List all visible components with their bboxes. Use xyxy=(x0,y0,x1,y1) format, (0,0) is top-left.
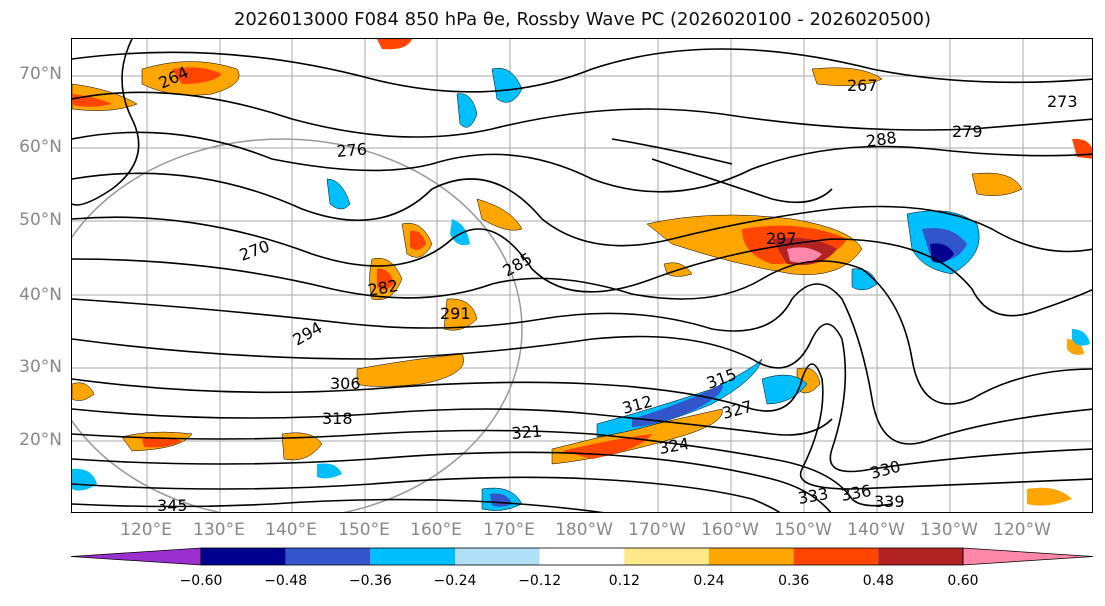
lat-label-60n: 60°N xyxy=(19,137,62,157)
contour-label: 288 xyxy=(865,128,898,151)
colorbar-tick-label: 0.48 xyxy=(863,573,894,589)
contour-label: 330 xyxy=(868,457,902,483)
lat-label-30n: 30°N xyxy=(19,357,62,377)
lon-label-160w: 160°W xyxy=(701,520,759,540)
contour-label: 324 xyxy=(657,434,690,458)
contour-label: 291 xyxy=(440,304,471,323)
lon-label-180w: 180°W xyxy=(555,520,613,540)
colorbar-cell xyxy=(455,548,540,565)
contour-label: 279 xyxy=(952,122,983,141)
colorbar-tick-label: −0.12 xyxy=(518,573,561,589)
contour-label: 282 xyxy=(366,276,399,300)
contour-label: 267 xyxy=(847,76,878,95)
positive-anomaly-shading xyxy=(72,39,1092,506)
lon-label-170w: 170°W xyxy=(628,520,686,540)
contour-label: 276 xyxy=(336,139,368,161)
contour-label: 270 xyxy=(237,236,272,264)
contour-label: 273 xyxy=(1047,92,1078,111)
colorbar-cell xyxy=(370,548,455,565)
lon-label-130e: 130°E xyxy=(193,520,245,540)
colorbar-tick-label: −0.48 xyxy=(264,573,307,589)
contour-labels: 264 270 276 282 285 288 291 294 297 306 … xyxy=(156,62,1078,513)
lon-label-120w: 120°W xyxy=(993,520,1051,540)
contour-label: 285 xyxy=(500,249,536,281)
lon-label-140w: 140°W xyxy=(847,520,905,540)
lat-label-70n: 70°N xyxy=(19,64,62,84)
colorbar-cell xyxy=(285,548,371,565)
contour-label: 306 xyxy=(330,374,361,393)
theta-e-contours xyxy=(72,39,1092,512)
colorbar-tick-label: −0.60 xyxy=(180,573,223,589)
colorbar-cell xyxy=(539,548,625,565)
contour-label: 345 xyxy=(157,496,188,513)
colorbar-cells xyxy=(70,547,1094,566)
colorbar-tick-label: −0.36 xyxy=(349,573,392,589)
contour-label: 294 xyxy=(290,318,326,350)
lon-label-160e: 160°E xyxy=(410,520,462,540)
colorbar-tick-label: 0.36 xyxy=(778,573,809,589)
map-panel: 264 270 276 282 285 288 291 294 297 306 … xyxy=(71,38,1093,513)
colorbar-cell xyxy=(878,548,963,565)
contour-label: 297 xyxy=(766,229,797,248)
colorbar-cell xyxy=(624,548,709,565)
colorbar-cell xyxy=(709,548,794,565)
colorbar-tick-label: 0.60 xyxy=(947,573,978,589)
lon-label-170e: 170°E xyxy=(483,520,535,540)
lat-label-20n: 20°N xyxy=(19,430,62,450)
lon-label-120e: 120°E xyxy=(120,520,172,540)
lon-label-130w: 130°W xyxy=(920,520,978,540)
lon-label-140e: 140°E xyxy=(265,520,317,540)
colorbar-tick-label: −0.24 xyxy=(434,573,477,589)
contour-label: 339 xyxy=(874,492,905,511)
colorbar-tick-label: 0.24 xyxy=(693,573,724,589)
colorbar: −0.60 −0.48 −0.36 −0.24 −0.12 0.12 0.24 0.36 0.4… xyxy=(70,547,1094,589)
contour-label: 318 xyxy=(322,409,353,428)
colorbar-extend-max xyxy=(962,547,1094,566)
contour-label: 321 xyxy=(511,421,543,443)
map-canvas: 264 270 276 282 285 288 291 294 297 306 … xyxy=(72,39,1092,513)
colorbar-outline xyxy=(200,547,964,566)
colorbar-tick-label: 0.12 xyxy=(609,573,640,589)
negative-anomaly-shading xyxy=(72,67,1090,511)
colorbar-extend-min xyxy=(70,547,202,566)
lon-label-150e: 150°E xyxy=(338,520,390,540)
contour-label: 336 xyxy=(839,481,872,505)
region-circle xyxy=(72,138,523,512)
colorbar-cell xyxy=(793,548,879,565)
lat-label-50n: 50°N xyxy=(19,210,62,230)
lat-label-40n: 40°N xyxy=(19,285,62,305)
colorbar-ticks: −0.60 −0.48 −0.36 −0.24 −0.12 0.12 0.24 0.36 0.4… xyxy=(180,573,979,589)
lon-label-150w: 150°W xyxy=(774,520,832,540)
map-title: 2026013000 F084 850 hPa θe, Rossby Wave … xyxy=(233,9,932,30)
contour-label: 333 xyxy=(796,484,829,508)
colorbar-cell xyxy=(201,548,286,565)
